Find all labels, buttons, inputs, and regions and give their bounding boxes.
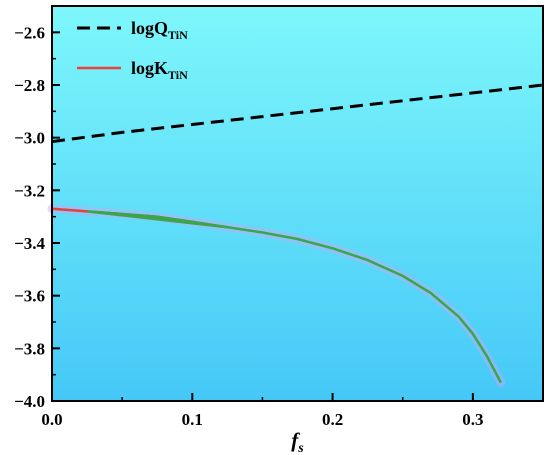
series-layer — [47, 83, 544, 388]
y-tick-label: −3.4 — [14, 234, 45, 253]
x-tick-label: 0.0 — [41, 410, 62, 429]
plot-background — [52, 6, 543, 401]
y-tick-label: −3.6 — [14, 287, 45, 306]
x-tick-label: 0.3 — [462, 410, 483, 429]
series-line-logq — [51, 83, 544, 144]
y-tick-label: −2.8 — [14, 76, 45, 95]
legend-label: logQTiN — [131, 18, 188, 42]
legend: logQTiN logKTiN — [77, 18, 188, 82]
x-axis-title: fs — [291, 428, 304, 455]
ticks-layer: −2.6 −2.8 −3.0 −3.2 −3.4 −3.6 −3.8 −4.00.0 0.1 0.… — [14, 23, 483, 429]
y-tick-label: −3.2 — [14, 181, 45, 200]
x-tick-label: 0.1 — [182, 410, 203, 429]
x-tick-label: 0.2 — [322, 410, 343, 429]
series-line-logk-green — [86, 210, 503, 384]
y-tick-label: −3.0 — [14, 129, 45, 148]
y-tick-label: −3.8 — [14, 339, 45, 358]
y-tick-label: −2.6 — [14, 23, 45, 42]
y-tick-label: −4.0 — [14, 392, 45, 411]
legend-label: logKTiN — [131, 58, 188, 82]
plot-frame — [51, 5, 544, 402]
